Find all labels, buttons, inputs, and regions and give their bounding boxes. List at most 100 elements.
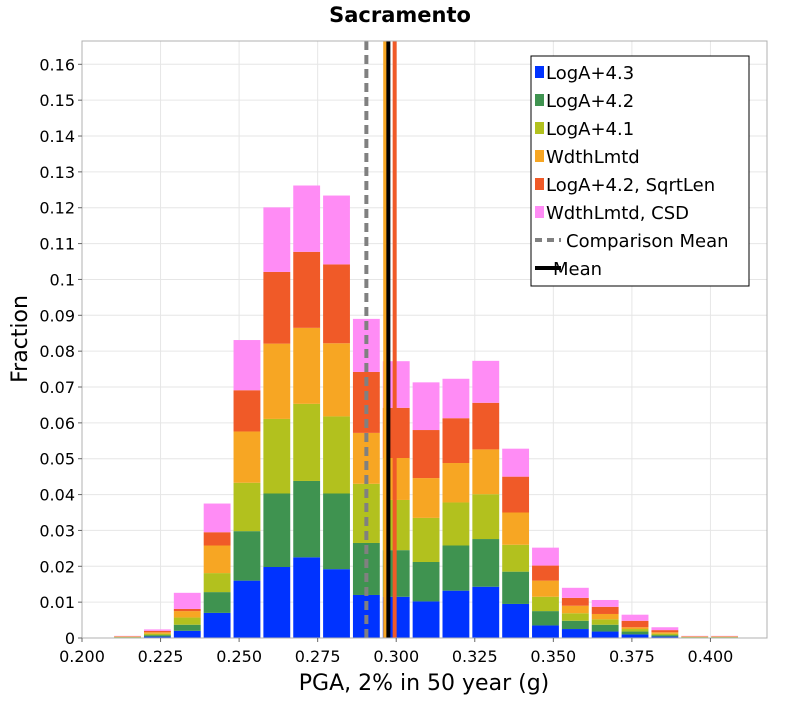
x-tick-label: 0.250: [216, 647, 262, 666]
bar-segment-5: [293, 252, 320, 328]
x-tick-label: 0.275: [295, 647, 341, 666]
bar-segment-4: [442, 463, 469, 502]
bar-segment-6: [293, 185, 320, 251]
y-tick-label: 0.16: [39, 55, 75, 74]
y-tick-label: 0.05: [39, 450, 75, 469]
bar-segment-5: [323, 264, 350, 343]
bar-segment-3: [204, 573, 231, 592]
bar-segment-5: [204, 532, 231, 545]
bar-segment-2: [204, 592, 231, 613]
bar-segment-2: [413, 562, 440, 601]
y-tick-label: 0.04: [39, 486, 75, 505]
legend-label: WdthLmtd: [546, 147, 640, 168]
bar-segment-6: [502, 449, 529, 477]
bar-segment-2: [323, 494, 350, 570]
bar-segment-4: [622, 627, 649, 629]
bar-segment-2: [144, 635, 171, 636]
y-tick-label: 0: [65, 629, 75, 648]
bar-segment-5: [234, 390, 261, 431]
bar-segment-1: [234, 581, 261, 638]
bar-segment-1: [293, 557, 320, 638]
legend-label: LogA+4.1: [546, 119, 634, 140]
bar-segment-1: [562, 629, 589, 638]
bar-segment-2: [592, 625, 619, 632]
y-tick-label: 0.01: [39, 593, 75, 612]
bar-segment-3: [234, 483, 261, 531]
x-tick-label: 0.200: [59, 647, 105, 666]
y-tick-label: 0.07: [39, 378, 75, 397]
bar-segment-4: [144, 632, 171, 633]
legend-swatch: [535, 94, 544, 106]
bar-segment-2: [532, 611, 559, 625]
y-tick-label: 0.14: [39, 127, 75, 146]
bar-segment-2: [234, 531, 261, 580]
bar-segment-2: [263, 494, 290, 568]
bar-segment-5: [413, 430, 440, 478]
bar-segment-1: [622, 634, 649, 638]
bar-segment-3: [651, 634, 678, 635]
bar-segment-4: [502, 513, 529, 545]
y-axis-label: Fraction: [8, 295, 33, 383]
legend-label: LogA+4.2: [546, 91, 634, 112]
bar-segment-6: [442, 379, 469, 418]
legend-label: LogA+4.3: [546, 63, 634, 84]
bar-segment-4: [323, 343, 350, 416]
bar-segment-4: [413, 478, 440, 518]
bar-segment-5: [562, 598, 589, 606]
legend-swatch: [535, 178, 544, 190]
bar-segment-6: [174, 593, 201, 609]
y-tick-label: 0.15: [39, 91, 75, 110]
y-tick-label: 0.12: [39, 199, 75, 218]
y-tick-label: 0.03: [39, 521, 75, 540]
bar-segment-3: [293, 404, 320, 481]
bar-segment-5: [651, 630, 678, 632]
bar-segment-4: [592, 614, 619, 619]
bar-segment-4: [234, 431, 261, 482]
legend-swatch: [535, 150, 544, 162]
bar-segment-4: [472, 449, 499, 494]
x-tick-label: 0.400: [688, 647, 734, 666]
bar-segment-6: [413, 382, 440, 430]
bar-segment-6: [562, 588, 589, 598]
bar-segment-1: [413, 601, 440, 638]
bar-segment-6: [592, 600, 619, 607]
legend-swatch: [535, 122, 544, 134]
bar-segment-4: [204, 545, 231, 573]
bar-segment-1: [592, 632, 619, 638]
bar-segment-6: [144, 629, 171, 630]
bar-segment-2: [562, 621, 589, 629]
bar-segment-6: [204, 504, 231, 533]
bar-segment-3: [174, 618, 201, 625]
y-tick-label: 0.06: [39, 414, 75, 433]
bar-segment-5: [592, 607, 619, 614]
x-tick-label: 0.325: [452, 647, 498, 666]
legend-label: WdthLmtd, CSD: [546, 203, 689, 224]
bar-segment-2: [472, 539, 499, 587]
bar-segment-1: [323, 569, 350, 638]
bar-segment-2: [442, 545, 469, 590]
bar-segment-4: [293, 328, 320, 404]
bar-segment-5: [532, 566, 559, 581]
bar-segment-1: [442, 591, 469, 638]
bar-segment-3: [323, 416, 350, 493]
legend-label: LogA+4.2, SqrtLen: [546, 175, 715, 196]
bar-segment-4: [532, 581, 559, 597]
bar-segment-6: [622, 615, 649, 621]
bar-segment-1: [204, 613, 231, 638]
bar-segment-4: [562, 606, 589, 614]
bar-segment-1: [532, 625, 559, 638]
bar-segment-3: [562, 613, 589, 621]
bar-segment-1: [263, 567, 290, 638]
bar-segment-2: [174, 625, 201, 631]
chart-title: Sacramento: [329, 3, 471, 27]
y-tick-label: 0.02: [39, 557, 75, 576]
y-tick-label: 0.08: [39, 342, 75, 361]
bar-segment-2: [651, 635, 678, 636]
bar-segment-3: [472, 494, 499, 539]
bar-segment-3: [413, 518, 440, 562]
bar-segment-3: [263, 419, 290, 494]
bar-segment-5: [263, 272, 290, 344]
legend-swatch: [535, 66, 544, 78]
legend-label: Mean: [553, 259, 602, 280]
